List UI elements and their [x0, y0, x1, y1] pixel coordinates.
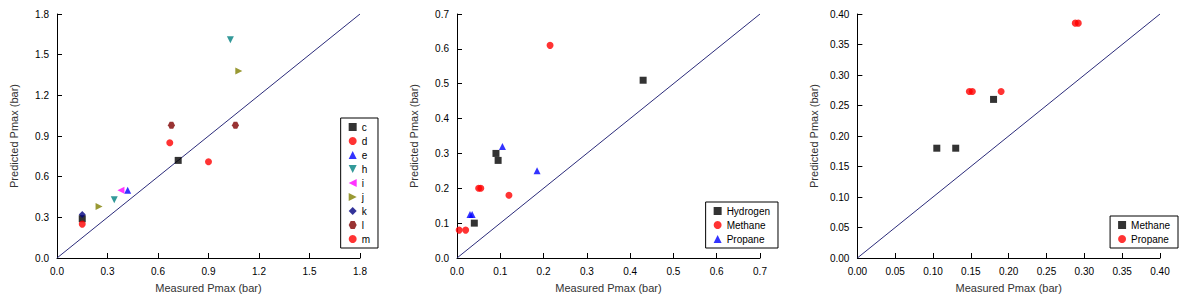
svg-text:0.10: 0.10 [830, 192, 850, 203]
svg-text:0.20: 0.20 [999, 266, 1019, 277]
svg-text:m: m [362, 234, 370, 245]
svg-text:0.0: 0.0 [435, 253, 449, 264]
svg-text:0.1: 0.1 [493, 266, 507, 277]
svg-text:0.25: 0.25 [1037, 266, 1057, 277]
svg-text:0.4: 0.4 [623, 266, 637, 277]
svg-text:0.0: 0.0 [35, 253, 49, 264]
svg-text:0.35: 0.35 [830, 39, 850, 50]
svg-text:Predicted Pmax (bar): Predicted Pmax (bar) [808, 84, 820, 188]
svg-text:d: d [362, 136, 368, 147]
svg-text:e: e [362, 150, 368, 161]
svg-text:Measured Pmax (bar): Measured Pmax (bar) [955, 282, 1061, 294]
svg-text:0.20: 0.20 [830, 131, 850, 142]
svg-text:0.25: 0.25 [830, 100, 850, 111]
svg-text:0.7: 0.7 [435, 9, 449, 20]
svg-text:0.10: 0.10 [923, 266, 943, 277]
svg-text:0.3: 0.3 [101, 266, 115, 277]
svg-text:i: i [362, 178, 364, 189]
svg-text:0.9: 0.9 [35, 131, 49, 142]
svg-text:0.35: 0.35 [1112, 266, 1132, 277]
svg-text:h: h [362, 164, 368, 175]
svg-text:Hydrogen: Hydrogen [727, 206, 770, 217]
svg-text:Propane: Propane [727, 234, 765, 245]
svg-text:0.3: 0.3 [35, 212, 49, 223]
svg-text:Methane: Methane [727, 220, 766, 231]
svg-text:0.00: 0.00 [848, 266, 868, 277]
svg-text:Predicted Pmax (bar): Predicted Pmax (bar) [408, 84, 420, 188]
svg-text:j: j [361, 192, 364, 203]
svg-text:Measured Pmax (bar): Measured Pmax (bar) [555, 282, 661, 294]
svg-text:0.5: 0.5 [435, 78, 449, 89]
svg-text:0.30: 0.30 [830, 70, 850, 81]
svg-text:Measured Pmax (bar): Measured Pmax (bar) [155, 282, 261, 294]
svg-text:0.3: 0.3 [580, 266, 594, 277]
svg-text:l: l [362, 220, 364, 231]
svg-text:0.30: 0.30 [1075, 266, 1095, 277]
svg-text:1.2: 1.2 [35, 90, 49, 101]
svg-text:Methane: Methane [1131, 220, 1170, 231]
svg-text:0.5: 0.5 [666, 266, 680, 277]
svg-text:0.0: 0.0 [450, 266, 464, 277]
svg-text:0.40: 0.40 [1150, 266, 1170, 277]
svg-text:0.2: 0.2 [537, 266, 551, 277]
svg-text:k: k [362, 206, 368, 217]
svg-text:c: c [362, 122, 367, 133]
svg-text:0.15: 0.15 [961, 266, 981, 277]
svg-text:1.8: 1.8 [353, 266, 367, 277]
svg-text:0.7: 0.7 [753, 266, 767, 277]
svg-text:0.05: 0.05 [830, 222, 850, 233]
svg-text:1.2: 1.2 [252, 266, 266, 277]
svg-text:0.00: 0.00 [830, 253, 850, 264]
svg-text:0.05: 0.05 [885, 266, 905, 277]
svg-text:Predicted Pmax (bar): Predicted Pmax (bar) [8, 84, 20, 188]
svg-text:0.2: 0.2 [435, 183, 449, 194]
svg-text:0.6: 0.6 [151, 266, 165, 277]
svg-text:1.5: 1.5 [35, 49, 49, 60]
svg-text:0.40: 0.40 [830, 9, 850, 20]
svg-text:0.3: 0.3 [435, 148, 449, 159]
svg-text:1.5: 1.5 [303, 266, 317, 277]
svg-text:1.8: 1.8 [35, 9, 49, 20]
svg-text:0.6: 0.6 [710, 266, 724, 277]
svg-text:0.15: 0.15 [830, 161, 850, 172]
svg-text:0.1: 0.1 [435, 218, 449, 229]
svg-text:0.6: 0.6 [435, 43, 449, 54]
svg-text:Propane: Propane [1131, 234, 1169, 245]
svg-text:0.0: 0.0 [50, 266, 64, 277]
svg-text:0.6: 0.6 [35, 171, 49, 182]
svg-text:0.9: 0.9 [202, 266, 216, 277]
svg-text:0.4: 0.4 [435, 113, 449, 124]
